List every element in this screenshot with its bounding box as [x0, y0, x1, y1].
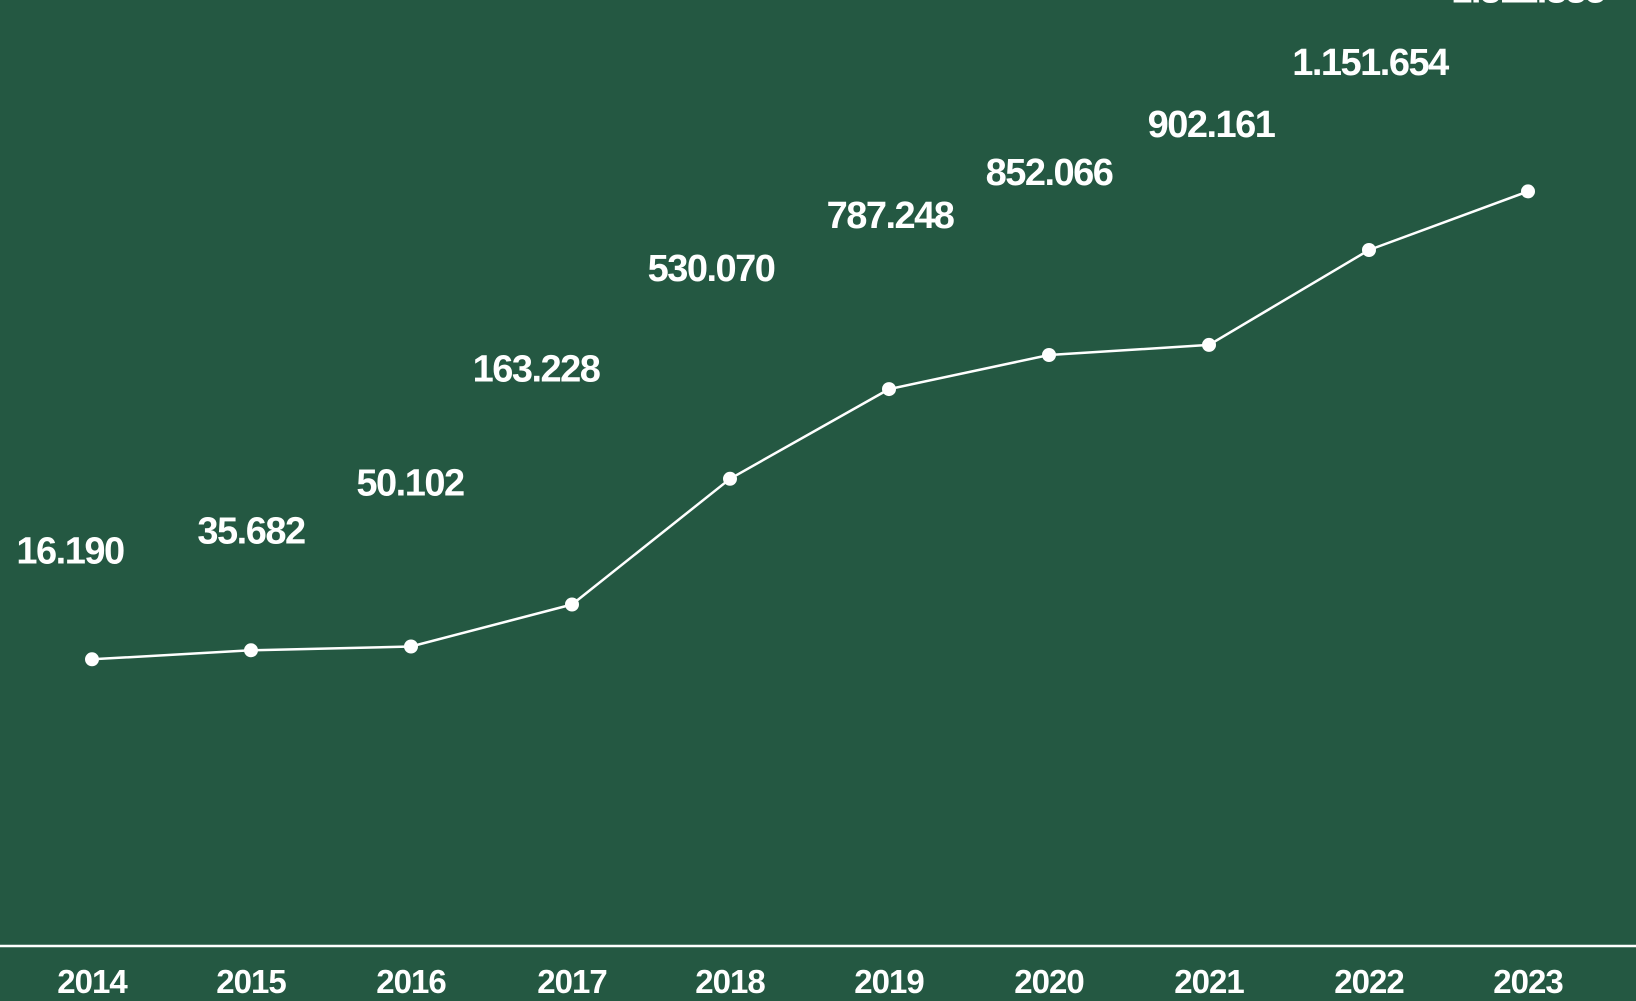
x-tick-label-2022: 2022 [1334, 963, 1404, 1000]
data-label-2015: 35.682 [197, 510, 305, 552]
data-label-2017: 163.228 [473, 349, 600, 391]
x-tick-label-2014: 2014 [57, 963, 128, 1000]
data-label-2021: 902.161 [1148, 104, 1276, 146]
marker-group [85, 184, 1535, 667]
x-tick-group: 2014 2015 2016 2017 2018 2019 2020 2021 2022 2023 [57, 963, 1564, 1000]
data-point-2016 [404, 639, 418, 654]
data-label-2022: 1.151.654 [1292, 42, 1449, 84]
data-point-2017 [565, 597, 579, 612]
x-tick-label-2023: 2023 [1493, 963, 1563, 1000]
data-label-2014: 16.190 [16, 530, 124, 572]
data-label-2018: 530.070 [648, 248, 775, 290]
series-line [91, 190, 1529, 661]
data-label-2023: 1.311.835 [1451, 0, 1606, 11]
x-tick-label-2015: 2015 [216, 963, 286, 1000]
x-tick-label-2019: 2019 [854, 963, 924, 1000]
data-label-group: 16.190 35.682 50.102 163.228 530.070 787.248 8… [16, 0, 1607, 572]
data-point-2022 [1362, 243, 1376, 257]
data-point-2019 [882, 382, 896, 397]
data-label-2020: 852.066 [986, 152, 1113, 194]
data-point-2014 [85, 652, 99, 667]
x-tick-label-2020: 2020 [1014, 963, 1083, 1000]
data-point-2018 [723, 471, 737, 486]
data-label-2019: 787.248 [827, 195, 954, 237]
data-point-2021 [1202, 337, 1216, 352]
x-tick-label-2016: 2016 [376, 963, 446, 1000]
data-point-2015 [244, 643, 258, 658]
data-point-2023 [1521, 184, 1535, 199]
data-label-2016: 50.102 [356, 463, 464, 505]
x-tick-label-2018: 2018 [695, 963, 765, 1000]
x-tick-label-2017: 2017 [537, 963, 606, 1000]
data-point-2020 [1042, 348, 1056, 362]
x-tick-label-2021: 2021 [1174, 963, 1244, 1000]
